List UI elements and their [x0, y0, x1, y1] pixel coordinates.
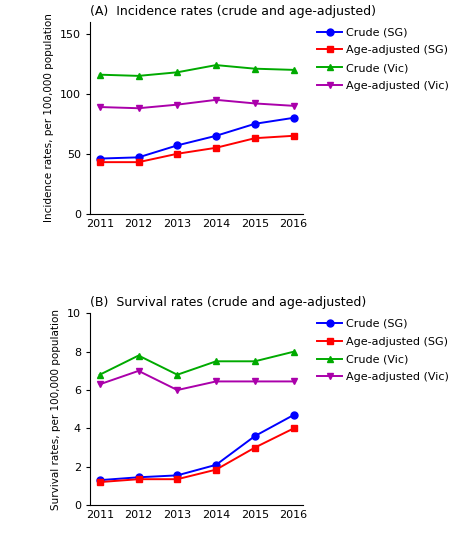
Crude (SG) — [97, 155, 102, 162]
Line: Age-adjusted (SG): Age-adjusted (SG) — [96, 132, 297, 166]
Age-adjusted (Vic) — [291, 103, 297, 109]
Crude (Vic) — [252, 358, 258, 365]
Crude (SG) — [213, 462, 219, 468]
Line: Age-adjusted (Vic): Age-adjusted (Vic) — [96, 97, 297, 111]
Y-axis label: Survival rates, per 100,000 population: Survival rates, per 100,000 population — [52, 309, 62, 509]
Crude (SG) — [213, 132, 219, 139]
Crude (SG) — [174, 472, 180, 479]
Crude (Vic) — [136, 72, 141, 79]
Age-adjusted (SG) — [174, 476, 180, 483]
Crude (Vic) — [291, 66, 297, 73]
Crude (Vic) — [213, 358, 219, 365]
Line: Crude (Vic): Crude (Vic) — [96, 348, 297, 378]
Crude (SG) — [174, 142, 180, 149]
Line: Crude (Vic): Crude (Vic) — [96, 61, 297, 80]
Crude (Vic) — [174, 372, 180, 378]
Crude (Vic) — [213, 62, 219, 69]
Crude (SG) — [291, 412, 297, 418]
Crude (SG) — [136, 154, 141, 161]
Age-adjusted (SG) — [136, 159, 141, 165]
Line: Age-adjusted (Vic): Age-adjusted (Vic) — [96, 367, 297, 394]
Crude (Vic) — [136, 352, 141, 359]
Age-adjusted (Vic) — [252, 100, 258, 107]
Line: Crude (SG): Crude (SG) — [96, 114, 297, 162]
Age-adjusted (SG) — [136, 476, 141, 483]
Age-adjusted (Vic) — [213, 97, 219, 103]
Age-adjusted (Vic) — [97, 104, 102, 110]
Age-adjusted (Vic) — [136, 368, 141, 374]
Age-adjusted (SG) — [291, 132, 297, 139]
Age-adjusted (SG) — [291, 425, 297, 432]
Legend: Crude (SG), Age-adjusted (SG), Crude (Vic), Age-adjusted (Vic): Crude (SG), Age-adjusted (SG), Crude (Vi… — [318, 27, 449, 91]
Crude (Vic) — [97, 372, 102, 378]
Age-adjusted (Vic) — [97, 381, 102, 388]
Legend: Crude (SG), Age-adjusted (SG), Crude (Vic), Age-adjusted (Vic): Crude (SG), Age-adjusted (SG), Crude (Vi… — [318, 319, 449, 382]
Crude (SG) — [97, 477, 102, 484]
Y-axis label: Incidence rates, per 100,000 population: Incidence rates, per 100,000 population — [45, 13, 55, 222]
Age-adjusted (Vic) — [291, 378, 297, 385]
Age-adjusted (SG) — [213, 466, 219, 473]
Crude (Vic) — [97, 71, 102, 78]
Crude (SG) — [252, 433, 258, 439]
Crude (SG) — [136, 474, 141, 480]
Age-adjusted (Vic) — [252, 378, 258, 385]
Line: Age-adjusted (SG): Age-adjusted (SG) — [96, 425, 297, 485]
Crude (Vic) — [252, 65, 258, 72]
Crude (Vic) — [174, 69, 180, 76]
Age-adjusted (SG) — [174, 150, 180, 157]
Text: (A)  Incidence rates (crude and age-adjusted): (A) Incidence rates (crude and age-adjus… — [90, 5, 376, 18]
Age-adjusted (SG) — [252, 135, 258, 142]
Age-adjusted (Vic) — [174, 386, 180, 393]
Text: (B)  Survival rates (crude and age-adjusted): (B) Survival rates (crude and age-adjust… — [90, 296, 366, 310]
Age-adjusted (Vic) — [213, 378, 219, 385]
Age-adjusted (SG) — [97, 159, 102, 165]
Age-adjusted (Vic) — [136, 105, 141, 111]
Line: Crude (SG): Crude (SG) — [96, 412, 297, 484]
Age-adjusted (SG) — [213, 144, 219, 151]
Crude (SG) — [291, 115, 297, 121]
Age-adjusted (SG) — [97, 479, 102, 485]
Age-adjusted (Vic) — [174, 102, 180, 108]
Crude (Vic) — [291, 349, 297, 355]
Crude (SG) — [252, 121, 258, 127]
Age-adjusted (SG) — [252, 444, 258, 451]
